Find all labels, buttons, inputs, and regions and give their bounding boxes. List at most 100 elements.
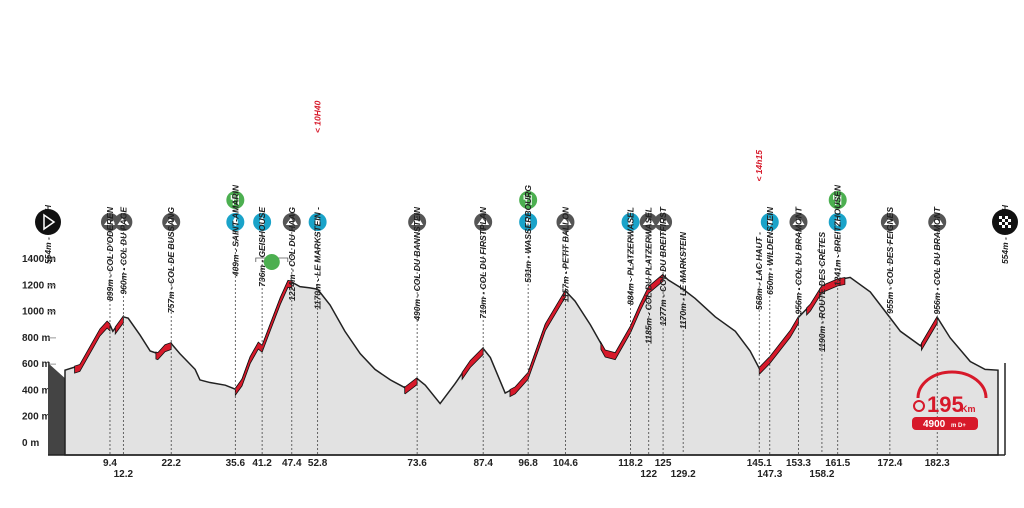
- start-block: [48, 363, 65, 455]
- finish-glyph: [1005, 222, 1008, 225]
- fork-glyph: [523, 195, 532, 205]
- badge-elevation: 4900: [923, 419, 946, 430]
- x-tick-label: 153.3: [786, 458, 811, 469]
- waypoint-label: 956m - COL DU BRAMONT: [932, 206, 942, 314]
- mountain-glyph: [931, 218, 944, 225]
- fork-glyph: [833, 195, 842, 205]
- mountain-glyph: [411, 218, 424, 225]
- x-tick-label: 161.5: [825, 458, 850, 469]
- x-tick-label: 125: [655, 458, 672, 469]
- badge-clock: [913, 400, 925, 412]
- waypoint-label: 736m - GEISHOUSE: [257, 207, 267, 287]
- mountain-glyph: [792, 218, 805, 225]
- x-tick-label: 172.4: [877, 458, 902, 469]
- y-tick-label: 1200 m: [22, 280, 56, 291]
- waypoint-label: 1190m - ROUTE DES CRÊTES: [816, 232, 827, 352]
- finish-glyph: [1005, 216, 1008, 219]
- x-tick-label: 47.4: [282, 458, 302, 469]
- waypoint-label: 1241m - BREITZHOUSEN: [833, 184, 843, 286]
- mountain-glyph: [165, 218, 178, 225]
- waypoint-label: 1157m - PETIT BALLON: [560, 206, 570, 302]
- climb: [806, 276, 846, 316]
- drop-glyph: [259, 217, 265, 226]
- x-tick-label: 96.8: [518, 458, 538, 469]
- x-tick-label: 104.6: [553, 458, 578, 469]
- drop-glyph: [767, 217, 773, 226]
- waypoint-label: 955m - COL DES FEIGNES: [885, 207, 895, 314]
- waypoint-label: 719m - COL DU FIRSTPLAN: [478, 206, 488, 319]
- climb: [758, 314, 799, 376]
- drop-glyph: [628, 217, 634, 226]
- waypoint-label: 899m - COL D'ODEREN: [105, 206, 115, 301]
- drop-glyph: [525, 217, 531, 226]
- badge-box: [912, 417, 978, 430]
- climb: [921, 314, 938, 352]
- waypoint-label: 1170m - LE MARKSTEIN -: [313, 207, 323, 310]
- drop-glyph: [315, 217, 321, 226]
- x-tick-label: 9.4: [103, 458, 117, 469]
- start-icon: [35, 209, 61, 235]
- mountain-glyph: [285, 218, 298, 225]
- x-tick-label: 52.8: [308, 458, 328, 469]
- finish-glyph: [999, 216, 1002, 219]
- waypoint-label: 650m - WILDENSTEIN: [765, 206, 775, 295]
- mountain-glyph: [657, 218, 670, 225]
- mountain-glyph: [642, 218, 655, 225]
- waypoint-label: 960m - COL DU PAGE: [118, 207, 128, 295]
- waypoint-label: 956m - COL DU BRAMONT: [793, 206, 803, 314]
- waypoint-label: 1185m - COL DU PLATZERWASEL: [644, 207, 654, 344]
- y-tick-label: 800 m: [22, 333, 50, 344]
- finish-glyph: [1008, 219, 1011, 222]
- finish-glyph: [1002, 219, 1005, 222]
- climb: [114, 314, 124, 336]
- x-tick-label: 158.2: [809, 469, 834, 480]
- x-tick-label: 122: [640, 469, 657, 480]
- badge-elevation-unit: m D+: [951, 423, 966, 429]
- badge-distance-unit: Km: [961, 404, 976, 414]
- waypoint-label: 490m - COL DU BANNSTEIN: [412, 206, 422, 322]
- climb: [461, 346, 484, 381]
- bike-icon: [263, 254, 280, 270]
- waypoint-label: 884m - PLATZERWASEL: [626, 207, 636, 305]
- waypoint-label: 757m - COL DE BUSSANG: [166, 207, 176, 314]
- x-tick-label: 147.3: [757, 469, 782, 480]
- mountain-glyph: [559, 218, 572, 225]
- badge-arc: [916, 370, 988, 399]
- x-tick-label: 22.2: [161, 458, 181, 469]
- cutoff-time: < 14h15: [754, 150, 764, 182]
- y-tick-label: 600 m: [22, 359, 50, 370]
- x-tick-label: 129.2: [671, 469, 696, 480]
- x-tick-label: 41.2: [252, 458, 272, 469]
- waypoint-label: 531m - WASSERBOURG: [523, 185, 533, 283]
- finish-glyph: [1002, 225, 1005, 228]
- drop-glyph: [232, 217, 238, 226]
- y-tick-label: 0 m: [22, 438, 39, 449]
- y-tick-label: 1400 m: [22, 254, 56, 265]
- badge-distance: 195: [927, 392, 964, 417]
- x-tick-label: 12.2: [114, 469, 134, 480]
- x-tick-label: 145.1: [747, 458, 772, 469]
- x-tick-label: 182.3: [925, 458, 950, 469]
- badge: 195 Km 4900 m D+: [912, 370, 988, 430]
- waypoint-label: 568m - LAC HAUT -: [754, 232, 764, 310]
- y-tick-label: 400 m: [22, 385, 50, 396]
- x-tick-label: 73.6: [407, 458, 427, 469]
- waypoint-label: 1224m - COL DU HAAG: [287, 207, 297, 301]
- mountain-glyph: [883, 218, 896, 225]
- waypoint-label: 1170m - LE MARKSTEIN: [678, 231, 688, 329]
- x-tick-label: 118.2: [618, 458, 643, 469]
- y-tick-label: 200 m: [22, 412, 50, 423]
- finish-glyph: [1008, 225, 1011, 228]
- waypoint-label: 1277m - COL DU BREITFIRST: [658, 206, 668, 326]
- climb: [74, 320, 111, 374]
- y-tick-label: 1000 m: [22, 307, 56, 318]
- fork-glyph: [230, 195, 239, 205]
- waypoint-label: 409m - SAINT-AMARIN: [230, 184, 240, 277]
- x-tick-label: 35.6: [226, 458, 246, 469]
- cutoff-time: < 10H40: [313, 100, 323, 133]
- mountain-glyph: [477, 218, 490, 225]
- x-tick-label: 87.4: [473, 458, 493, 469]
- finish-glyph: [999, 222, 1002, 225]
